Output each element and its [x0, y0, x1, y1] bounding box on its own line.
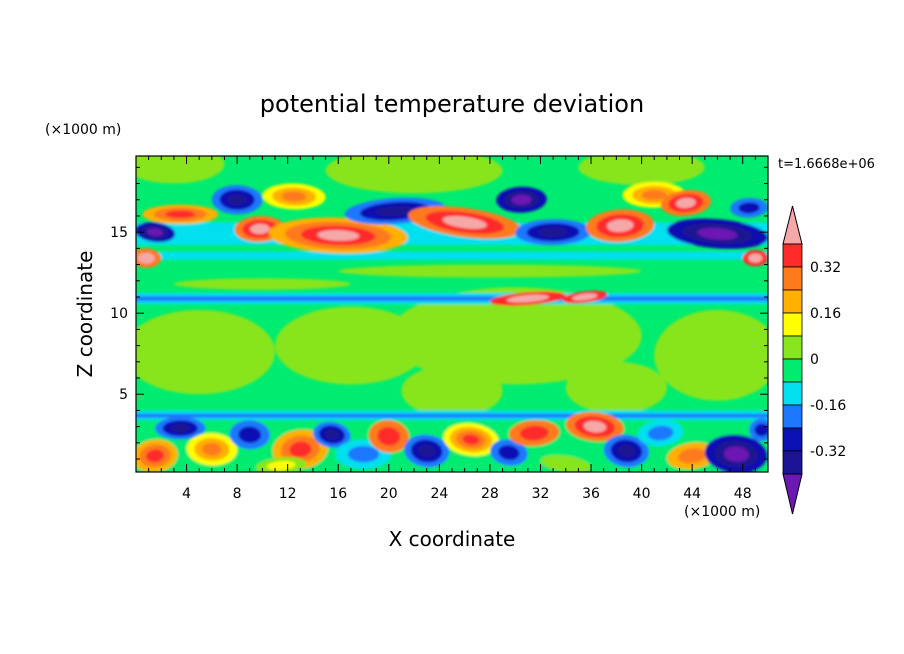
anomaly-region: [325, 156, 503, 194]
colorbar-box: [782, 427, 803, 452]
x-tick-label: 20: [380, 486, 398, 502]
x-tick-label: 36: [582, 486, 600, 502]
anomaly-region: [677, 448, 707, 464]
anomaly-region: [388, 287, 642, 385]
x-axis: 4 8 12 16 20 24 28 32 36 40 44 48: [148, 156, 756, 502]
anomaly-region: [647, 425, 674, 441]
anomaly-region: [249, 223, 270, 235]
y-tick-label: 5: [119, 387, 128, 403]
colorbar-box: [782, 358, 803, 383]
anomaly-region: [338, 264, 642, 278]
x-tick-label: 8: [233, 486, 242, 502]
anomaly-region: [511, 194, 532, 205]
x-tick-label: 32: [532, 486, 550, 502]
anomaly-region: [617, 444, 636, 458]
anomaly-region: [347, 445, 380, 463]
anomaly-region: [571, 293, 598, 301]
colorbar-box: [782, 243, 803, 268]
colorbar-label: -0.16: [810, 398, 846, 414]
y-axis: 5 10 15: [110, 166, 768, 460]
anomaly-region: [442, 216, 487, 229]
anomaly-region: [275, 306, 427, 385]
anomaly-region: [697, 227, 738, 240]
x-tick-label: 4: [182, 486, 191, 502]
anomaly-region: [165, 210, 196, 219]
anomaly-region: [654, 309, 768, 401]
anomaly-region: [578, 156, 705, 186]
anomaly-region: [136, 309, 276, 395]
anomaly-region: [462, 434, 480, 445]
colorbar: 0.32 0.16 0 -0.16 -0.32: [782, 205, 846, 515]
anomaly-region: [538, 227, 569, 238]
chart-title: potential temperature deviation: [260, 90, 644, 118]
anomaly-region: [137, 252, 155, 264]
x-tick-label: 12: [279, 486, 297, 502]
x-tick-label: 48: [734, 486, 752, 502]
anomaly-region: [565, 361, 667, 414]
anomaly-region: [375, 205, 415, 217]
cyan-layer-upper: [136, 251, 768, 260]
anomaly-region: [227, 194, 248, 206]
x-axis-label: X coordinate: [389, 527, 516, 551]
anomaly-region: [377, 427, 401, 446]
anomaly-region: [506, 294, 550, 303]
anomaly-region: [324, 429, 340, 440]
colorbar-box: [782, 450, 803, 475]
anomaly-region: [146, 449, 164, 463]
colorbar-top-arrow: [782, 205, 803, 245]
y-axis-label: Z coordinate: [73, 251, 97, 378]
anomaly-region: [606, 219, 634, 233]
colorbar-bottom-arrow: [782, 473, 803, 515]
anomaly-region: [738, 202, 760, 214]
anomaly-region: [317, 229, 360, 241]
anomaly-region: [401, 365, 503, 417]
anomaly-region: [519, 425, 549, 441]
y-axis-units: (×1000 m): [45, 122, 121, 138]
colorbar-box: [782, 404, 803, 429]
x-axis-units: (×1000 m): [684, 504, 760, 520]
anomaly-region: [238, 426, 262, 443]
anomaly-region: [147, 228, 163, 237]
blue-layer-lower: [136, 413, 768, 418]
anomaly-region: [748, 253, 763, 263]
anomaly-region: [281, 191, 307, 202]
y-tick-label: 15: [110, 225, 128, 241]
anomaly-region: [201, 442, 222, 456]
colorbar-label: 0.32: [810, 260, 841, 276]
x-tick-label: 28: [481, 486, 499, 502]
anomaly-region: [498, 445, 520, 460]
colorbar-box: [782, 266, 803, 291]
colorbar-label: 0: [810, 352, 819, 368]
x-tick-label: 24: [430, 486, 448, 502]
anomaly-region: [173, 278, 351, 290]
y-tick-label: 10: [110, 306, 128, 322]
anomaly-region: [723, 446, 749, 462]
colorbar-box: [782, 335, 803, 360]
anomaly-region: [675, 197, 696, 209]
colorbar-label: 0.16: [810, 306, 841, 322]
anomaly-region: [289, 441, 312, 458]
time-stamp: t=1.6668e+06: [778, 157, 875, 172]
colorbar-box: [782, 312, 803, 337]
contour-field: [136, 156, 768, 472]
colorbar-label: -0.32: [810, 444, 846, 460]
anomaly-region: [641, 189, 667, 201]
blue-layer: [136, 296, 768, 302]
colorbar-box: [782, 381, 803, 406]
anomaly-region: [170, 423, 191, 433]
anomaly-region: [417, 444, 436, 458]
x-tick-label: 44: [683, 486, 701, 502]
anomaly-region: [136, 156, 225, 184]
x-tick-label: 16: [329, 486, 347, 502]
x-tick-label: 40: [633, 486, 651, 502]
colorbar-box: [782, 289, 803, 314]
anomaly-region: [267, 460, 296, 471]
anomaly-region: [583, 420, 607, 433]
